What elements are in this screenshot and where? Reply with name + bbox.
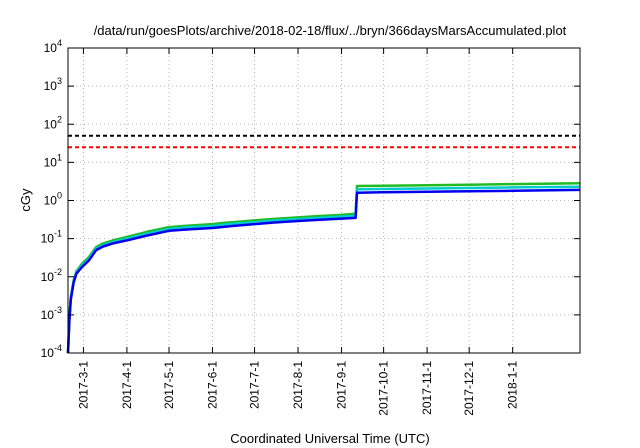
x-tick-labels: 2017-3-1 2017-4-1 2017-5-1 2017-6-1 2017-7-1…	[76, 48, 520, 416]
y-tick-label: 100	[44, 191, 62, 208]
y-tick-exponent: -1	[54, 229, 62, 239]
series-line	[66, 181, 581, 354]
y-tick-exponent: 4	[57, 38, 62, 48]
y-tick-base: 10	[41, 232, 55, 246]
y-tick-label: 103	[44, 76, 62, 93]
y-tick-exponent: 2	[57, 114, 62, 124]
y-axis-label: cGy	[18, 188, 33, 212]
y-tick-exponent: -2	[54, 267, 62, 277]
series-lines	[66, 181, 581, 354]
chart-title: /data/run/goesPlots/archive/2018-02-18/f…	[94, 23, 567, 38]
x-tick-label: 2017-4-1	[120, 361, 134, 409]
x-tick-label: 2017-7-1	[248, 361, 262, 409]
y-tick-label: 104	[44, 38, 62, 55]
x-tick-label: 2017-6-1	[205, 361, 219, 409]
y-tick-exponent: -4	[54, 343, 62, 353]
x-tick-label: 2017-3-1	[76, 361, 90, 409]
y-tick-base: 10	[44, 155, 58, 169]
y-tick-exponent: 3	[57, 76, 62, 86]
x-tick-label: 2017-12-1	[462, 361, 476, 416]
y-tick-label: 102	[44, 114, 62, 131]
grid-lines	[68, 48, 580, 353]
y-tick-base: 10	[41, 270, 55, 284]
y-tick-base: 10	[44, 117, 58, 131]
reference-lines	[68, 134, 580, 149]
series-line	[66, 188, 581, 354]
series-line	[66, 185, 581, 354]
x-tick-label: 2017-8-1	[291, 361, 305, 409]
y-tick-label: 10-4	[41, 343, 62, 360]
y-tick-label: 10-3	[41, 305, 62, 322]
y-tick-label: 10-1	[41, 229, 62, 246]
y-tick-label: 101	[44, 152, 62, 169]
y-tick-base: 10	[44, 41, 58, 55]
x-tick-label: 2017-5-1	[162, 361, 176, 409]
y-tick-exponent: 0	[57, 191, 62, 201]
y-tick-label: 10-2	[41, 267, 62, 284]
y-tick-base: 10	[41, 308, 55, 322]
y-tick-base: 10	[44, 194, 58, 208]
y-tick-base: 10	[41, 346, 55, 360]
y-tick-exponent: -3	[54, 305, 62, 315]
x-axis-label: Coordinated Universal Time (UTC)	[230, 431, 429, 446]
x-tick-label: 2017-9-1	[335, 361, 349, 409]
y-tick-exponent: 1	[57, 152, 62, 162]
x-tick-label: 2017-11-1	[420, 361, 434, 415]
x-tick-label: 2018-1-1	[506, 361, 520, 409]
y-tick-base: 10	[44, 79, 58, 93]
x-tick-label: 2017-10-1	[377, 361, 391, 416]
